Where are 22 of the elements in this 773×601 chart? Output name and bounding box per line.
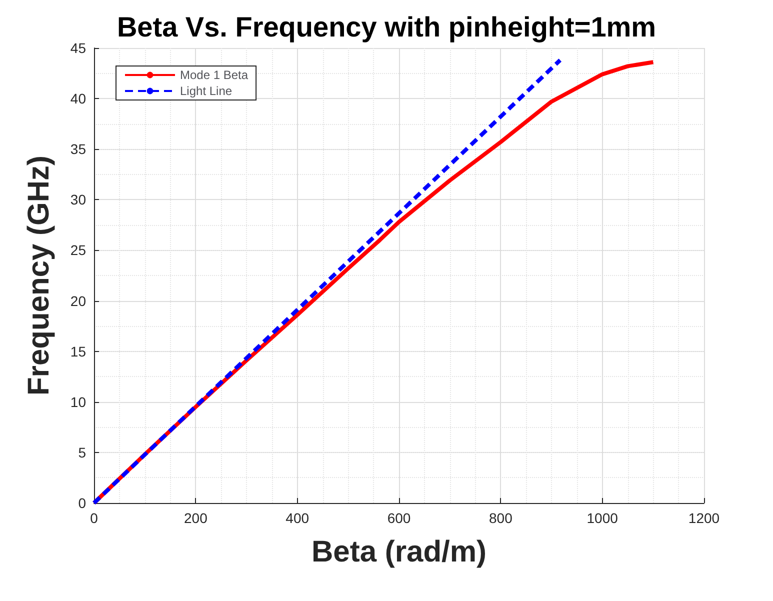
y-tick-label: 35 [70, 141, 86, 158]
chart-title: Beta Vs. Frequency with pinheight=1mm [116, 12, 656, 42]
x-axis-title: Beta (rad/m) [311, 536, 487, 568]
y-tick-label: 20 [70, 292, 86, 309]
x-tick-label: 1000 [586, 510, 618, 526]
y-tick-label: 0 [78, 495, 86, 511]
y-tick-label: 10 [70, 394, 86, 410]
y-tick-label: 15 [70, 343, 86, 360]
x-tick-label: 1200 [688, 510, 720, 526]
y-tick-label: 25 [70, 242, 86, 258]
y-tick-label: 40 [70, 90, 86, 107]
y-tick-label: 5 [78, 444, 86, 460]
x-tick-label: 800 [488, 510, 513, 526]
x-tick-label: 400 [286, 510, 310, 526]
y-tick-label: 30 [70, 192, 86, 208]
y-tick-label: 45 [70, 40, 86, 56]
legend-label: Light Line [180, 84, 232, 98]
x-tick-label: 600 [387, 510, 411, 526]
legend-label: Mode 1 Beta [180, 68, 248, 82]
x-tick-label: 0 [90, 510, 98, 526]
x-tick-label: 200 [184, 510, 208, 526]
y-axis-title: Frequency (GHz) [22, 155, 56, 396]
